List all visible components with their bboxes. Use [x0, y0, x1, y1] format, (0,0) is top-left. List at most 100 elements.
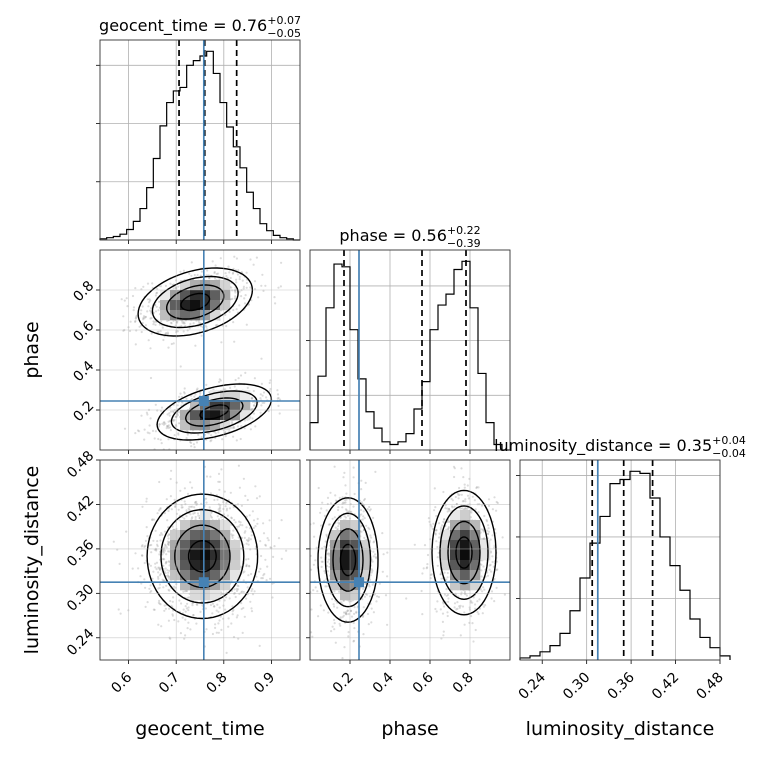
- sample-point: [245, 539, 249, 542]
- sample-point: [217, 518, 221, 521]
- density-cell: [240, 390, 251, 401]
- sample-point: [167, 346, 170, 349]
- sample-point: [211, 260, 214, 263]
- sample-point: [189, 513, 192, 516]
- sample-point: [163, 570, 166, 573]
- sample-point: [324, 585, 327, 588]
- density-cell: [350, 520, 361, 531]
- sample-point: [365, 593, 369, 596]
- sample-point: [194, 515, 197, 519]
- sample-point: [225, 651, 228, 655]
- sample-point: [142, 285, 145, 288]
- sample-point: [159, 285, 162, 288]
- sample-point: [188, 509, 191, 512]
- sample-point: [503, 593, 506, 596]
- sample-point: [463, 590, 466, 593]
- contour-line: [187, 539, 217, 573]
- sample-point: [446, 576, 449, 579]
- sample-point: [384, 594, 388, 597]
- sample-point: [463, 486, 466, 489]
- sample-point: [363, 536, 366, 540]
- sample-point: [254, 525, 257, 528]
- sample-point: [182, 608, 185, 611]
- density-cell: [190, 540, 201, 551]
- sample-point: [157, 571, 160, 574]
- density-cell: [460, 510, 471, 521]
- sample-point: [365, 524, 368, 527]
- sample-point: [251, 593, 255, 596]
- sample-point: [151, 282, 154, 285]
- sample-point: [258, 570, 261, 573]
- sample-point: [185, 437, 188, 440]
- sample-point: [224, 608, 227, 611]
- sample-point: [221, 438, 224, 441]
- density-cell: [210, 540, 221, 551]
- sample-point: [443, 571, 446, 574]
- sample-point: [150, 332, 153, 335]
- contour-line: [199, 404, 230, 420]
- sample-point: [194, 344, 197, 347]
- density-cell: [200, 420, 211, 431]
- density-cell: [240, 400, 251, 411]
- sample-point: [131, 567, 134, 570]
- sample-point: [146, 535, 149, 538]
- sample-point: [458, 605, 461, 608]
- sample-point: [231, 605, 234, 608]
- sample-point: [339, 624, 342, 627]
- sample-point: [370, 621, 373, 624]
- density-cell: [230, 540, 241, 551]
- sample-point: [196, 512, 200, 515]
- sample-point: [328, 523, 331, 526]
- sample-point: [360, 501, 363, 504]
- sample-point: [156, 543, 159, 546]
- sample-point: [160, 406, 164, 409]
- sample-point: [162, 557, 165, 561]
- x-tick-label: 0.9: [251, 670, 278, 697]
- sample-point: [158, 480, 161, 484]
- sample-point: [193, 446, 196, 449]
- sample-point: [261, 401, 264, 404]
- sample-point: [277, 286, 280, 289]
- sample-point: [249, 600, 252, 603]
- density-cell: [470, 520, 481, 531]
- sample-point: [413, 543, 416, 546]
- density-cell: [450, 560, 461, 571]
- sample-point: [362, 668, 364, 670]
- density-cell: [220, 540, 231, 551]
- sample-point: [144, 315, 147, 318]
- sample-point: [263, 401, 266, 404]
- x-tick-label: 0.8: [204, 670, 231, 697]
- density-cell: [190, 310, 201, 321]
- density-cell: [220, 420, 231, 431]
- density-cell: [200, 290, 211, 301]
- x-axis-label-luminosity_distance: luminosity_distance: [526, 718, 715, 740]
- sample-point: [481, 537, 485, 541]
- sample-point: [236, 425, 239, 428]
- sample-point: [191, 602, 194, 605]
- x-tick-label: 0.8: [450, 670, 477, 697]
- contour-line: [439, 505, 489, 601]
- sample-point: [367, 583, 371, 586]
- sample-point: [148, 298, 151, 301]
- sample-point: [336, 606, 339, 609]
- sample-point: [155, 568, 158, 571]
- sample-point: [352, 621, 355, 625]
- sample-point: [212, 388, 215, 391]
- sample-point: [272, 555, 275, 559]
- sample-point: [218, 619, 221, 622]
- sample-point: [134, 343, 137, 346]
- sample-point: [207, 432, 210, 435]
- x-axis-label-geocent_time: geocent_time: [135, 718, 264, 740]
- sample-point: [210, 439, 213, 442]
- sample-point: [144, 586, 147, 589]
- sample-point: [320, 560, 323, 563]
- sample-point: [232, 529, 235, 532]
- sample-point: [231, 426, 234, 429]
- sample-point: [141, 505, 144, 508]
- sample-point: [169, 599, 172, 603]
- sample-point: [448, 508, 451, 511]
- sample-point: [135, 316, 138, 319]
- sample-point: [341, 657, 344, 660]
- panel-frame: [309, 249, 511, 451]
- sample-point: [146, 601, 149, 604]
